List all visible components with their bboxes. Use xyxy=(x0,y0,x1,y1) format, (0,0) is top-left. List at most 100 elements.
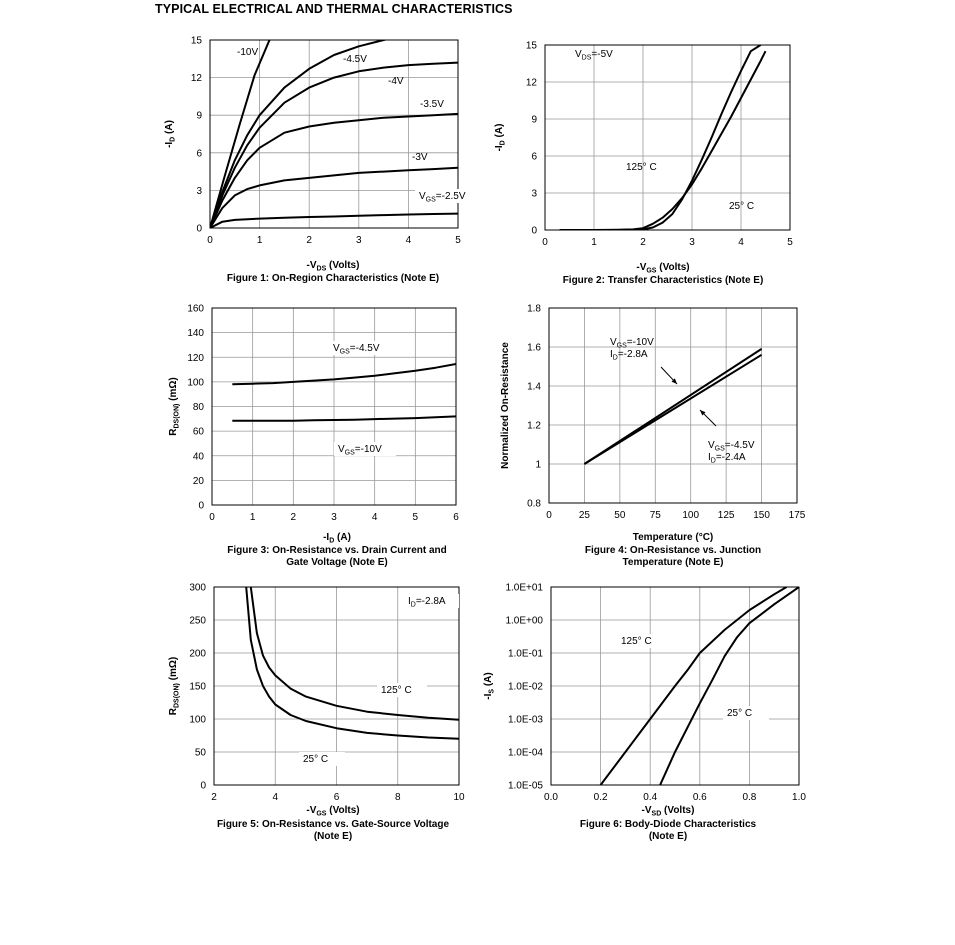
x-tick-label: 175 xyxy=(789,510,806,521)
plot-frame xyxy=(548,307,798,504)
figure-caption: Figure 6: Body-Diode Characteristics (Not… xyxy=(508,819,828,843)
y-tick-label: 6 xyxy=(196,148,202,159)
svg-text:ID=-2.8A: ID=-2.8A xyxy=(408,596,446,609)
y-tick-label: 0.8 xyxy=(527,499,541,510)
y-tick-label: 1 xyxy=(535,460,541,471)
svg-text:-10V: -10V xyxy=(237,47,258,58)
svg-text:25° C: 25° C xyxy=(727,708,752,719)
caption-line: Figure 2: Transfer Characteristics (Note… xyxy=(562,275,764,286)
annotation-arrows xyxy=(660,366,717,427)
y-tick-label: 250 xyxy=(189,616,206,627)
curve-annotation: 125° C xyxy=(626,162,657,173)
y-tick-label: 150 xyxy=(189,682,206,693)
caption-line: (Note E) xyxy=(313,831,353,842)
svg-text:125° C: 125° C xyxy=(381,685,412,696)
y-tick-label: 6 xyxy=(531,152,537,163)
series-group xyxy=(583,348,763,465)
x-tick-label: 2 xyxy=(211,792,217,803)
curve-annotation: VGS=-10V xyxy=(334,442,396,457)
y-tick-label: 1.0E-02 xyxy=(508,682,543,693)
y-tick-label: 100 xyxy=(189,715,206,726)
series-group xyxy=(232,363,456,422)
curve-annotation: -10V xyxy=(237,47,258,58)
x-tick-label: 4 xyxy=(738,237,744,248)
x-tick-label: 6 xyxy=(453,512,459,523)
svg-text:-4V: -4V xyxy=(388,76,404,87)
y-tick-label: 40 xyxy=(193,451,205,462)
y-tick-label: 1.4 xyxy=(527,382,541,393)
y-tick-label: 200 xyxy=(189,649,206,660)
x-tick-label: 2 xyxy=(640,237,646,248)
y-tick-label: 15 xyxy=(191,36,203,47)
figure-caption: Figure 4: On-Resistance vs. Junction Temp… xyxy=(513,545,833,569)
series-group xyxy=(559,45,767,230)
x-tick-label: 0 xyxy=(209,512,215,523)
plot-area xyxy=(545,45,790,230)
plot-frame xyxy=(550,586,800,786)
page-title: TYPICAL ELECTRICAL AND THERMAL CHARACTER… xyxy=(155,2,513,16)
x-tick-label: 1 xyxy=(591,237,597,248)
svg-text:ID=-2.8A: ID=-2.8A xyxy=(610,349,648,362)
plot-frame xyxy=(213,586,460,786)
x-tick-label: 8 xyxy=(395,792,401,803)
y-tick-label: 1.0E-01 xyxy=(508,649,543,660)
svg-text:RDS(ON) (mΩ): RDS(ON) (mΩ) xyxy=(168,377,181,435)
caption-line: Temperature (Note E) xyxy=(622,557,724,568)
y-tick-label: 3 xyxy=(531,189,537,200)
y-tick-label: 80 xyxy=(193,402,205,413)
svg-text:25° C: 25° C xyxy=(729,201,754,212)
svg-text:-ID (A): -ID (A) xyxy=(164,120,177,148)
y-axis-label: Normalized On-Resistance xyxy=(500,342,511,469)
x-axis-label: -VSD (Volts) xyxy=(642,805,695,818)
y-tick-label: 50 xyxy=(195,748,207,759)
x-tick-label: 1.0 xyxy=(792,792,806,803)
y-tick-label: 60 xyxy=(193,427,205,438)
series-line xyxy=(659,587,799,785)
x-tick-label: 0 xyxy=(207,235,213,246)
plot-frame xyxy=(209,39,459,229)
curve-annotation: 25° C xyxy=(729,201,754,212)
caption-line: Figure 1: On-Region Characteristics (Not… xyxy=(226,273,440,284)
chart-6: 0.0 0.2 0.4 0.6 0.8 1.01.0E-051.0E-041.0E-031… xyxy=(483,583,806,818)
caption-line: Figure 6: Body-Diode Characteristics xyxy=(579,819,757,830)
series-line xyxy=(210,112,458,228)
y-tick-label: 300 xyxy=(189,583,206,594)
y-axis-label: RDS(ON) (mΩ) xyxy=(168,657,181,715)
curve-annotation: VGS=-10V xyxy=(610,337,654,350)
caption-line: Figure 4: On-Resistance vs. Junction xyxy=(584,545,762,556)
y-tick-label: 160 xyxy=(187,304,204,315)
curve-annotation: -4.5V xyxy=(343,54,367,65)
svg-text:VGS=-4.5V: VGS=-4.5V xyxy=(333,343,380,356)
y-tick-label: 1.2 xyxy=(527,421,541,432)
curve-annotation: VGS=-2.5V xyxy=(415,189,485,204)
svg-text:RDS(ON) (mΩ): RDS(ON) (mΩ) xyxy=(168,657,181,715)
svg-text:ID=-2.4A: ID=-2.4A xyxy=(708,452,746,465)
svg-text:25° C: 25° C xyxy=(303,754,328,765)
y-tick-label: 1.0E+01 xyxy=(505,583,543,594)
svg-text:-3V: -3V xyxy=(412,152,428,163)
x-axis: 0 25 50 75 100 125 150 175 xyxy=(546,308,806,521)
series-line xyxy=(232,415,456,422)
series-line xyxy=(210,40,389,228)
curve-annotation: 125° C xyxy=(617,634,667,648)
y-tick-label: 3 xyxy=(196,186,202,197)
svg-text:VGS=-4.5V: VGS=-4.5V xyxy=(708,440,755,453)
x-tick-label: 150 xyxy=(753,510,770,521)
y-tick-label: 1.0E-05 xyxy=(508,781,543,792)
x-tick-label: 50 xyxy=(614,510,626,521)
x-tick-label: 0 xyxy=(542,237,548,248)
plot-frame xyxy=(211,307,457,506)
figure-caption: Figure 3: On-Resistance vs. Drain Curren… xyxy=(177,545,497,569)
y-tick-label: 140 xyxy=(187,328,204,339)
x-tick-label: 0.0 xyxy=(544,792,558,803)
y-axis-label: RDS(ON) (mΩ) xyxy=(168,377,181,435)
x-tick-label: 3 xyxy=(356,235,362,246)
curve-annotation: 125° C xyxy=(377,683,427,697)
chart-4: 0 25 50 75 100 125 150 175 0.8 1 1.2 1.4 1.6 1.8 Tempe… xyxy=(500,304,806,544)
series-line xyxy=(232,363,456,386)
series-line xyxy=(210,212,458,228)
y-tick-label: 1.0E-04 xyxy=(508,748,543,759)
x-tick-label: 2 xyxy=(306,235,312,246)
